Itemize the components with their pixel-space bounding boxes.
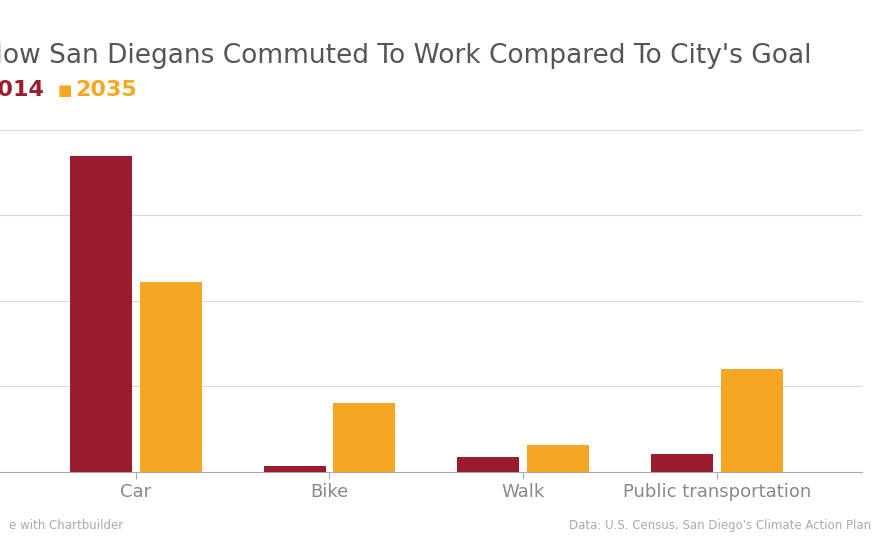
Bar [721,369,783,472]
Text: How San Diegans Commuted To Work Compared To City's Goal: How San Diegans Commuted To Work Compare… [0,43,811,69]
Text: 2014: 2014 [0,80,44,100]
Text: Data: U.S. Census, San Diego's Climate Action Plan: Data: U.S. Census, San Diego's Climate A… [569,519,871,532]
Bar [334,403,395,472]
Bar [527,445,589,472]
Text: 2035: 2035 [75,80,136,100]
Bar [140,282,202,472]
Bar [651,454,713,472]
Text: e with Chartbuilder: e with Chartbuilder [9,519,123,532]
Text: ■: ■ [57,82,71,98]
Bar [458,457,519,472]
Bar [264,466,326,472]
Bar [70,156,132,472]
